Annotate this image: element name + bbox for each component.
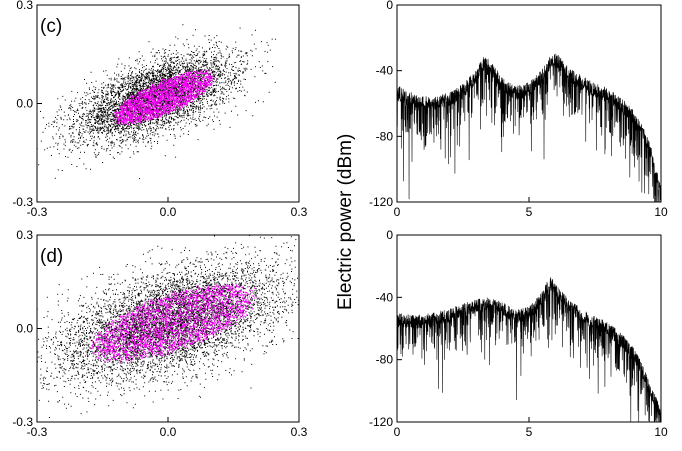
x-tick-label: -0.3 xyxy=(27,425,48,439)
spectrum-series xyxy=(397,53,661,202)
y-tick-label: 0.0 xyxy=(16,322,33,336)
plot-area xyxy=(397,277,661,422)
plot-area xyxy=(37,8,276,180)
y-tick-label: -80 xyxy=(376,353,394,367)
x-tick-label: 0 xyxy=(394,205,401,219)
y-tick-label: -0.3 xyxy=(12,415,33,429)
y-tick-label: -120 xyxy=(369,415,393,429)
attractor-scatter-series xyxy=(90,283,258,364)
y-tick-label: 0.0 xyxy=(16,97,33,111)
panel-2: 0 5 10 0 -40 -80 -120 xyxy=(369,0,668,219)
y-tick-label: -120 xyxy=(369,195,393,209)
x-tick-label: -0.3 xyxy=(27,205,48,219)
y-tick-label: 0.3 xyxy=(16,228,33,242)
y-tick-label: -40 xyxy=(376,290,394,304)
panel-3: (d) -0.3 0.0 0.3 -0.3 0.0 0.3 xyxy=(12,228,308,439)
plot-area xyxy=(37,235,299,418)
panel-label: (c) xyxy=(40,16,62,37)
y-tick-label: -40 xyxy=(376,64,394,78)
panel-label: (d) xyxy=(40,246,63,267)
x-tick-label: 0.0 xyxy=(160,205,177,219)
panel-4: 0 5 10 0 -40 -80 -120 xyxy=(369,228,668,439)
spectrum-series xyxy=(397,277,661,422)
y-tick-label: 0.3 xyxy=(16,0,33,12)
panel-1: (c) -0.3 0.0 0.3 -0.3 0.0 0.3 xyxy=(12,0,308,219)
y-tick-label: 0 xyxy=(386,0,393,12)
x-tick-label: 0.3 xyxy=(291,425,308,439)
x-tick-label: 10 xyxy=(654,425,668,439)
y-tick-label: -0.3 xyxy=(12,195,33,209)
y-tick-label: -80 xyxy=(376,129,394,143)
x-tick-label: 0.3 xyxy=(291,205,308,219)
y-axis-title: Electric power (dBm) xyxy=(335,134,356,310)
attractor-scatter-series xyxy=(111,69,217,125)
x-tick-label: 0.0 xyxy=(160,425,177,439)
x-tick-label: 5 xyxy=(526,425,533,439)
x-tick-label: 0 xyxy=(394,425,401,439)
x-tick-label: 10 xyxy=(654,205,668,219)
plot-area xyxy=(397,53,661,202)
x-tick-label: 5 xyxy=(526,205,533,219)
y-tick-label: 0 xyxy=(386,228,393,242)
